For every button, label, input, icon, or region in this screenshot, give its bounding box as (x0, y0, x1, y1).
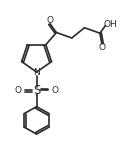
Text: O: O (99, 43, 106, 52)
Text: O: O (51, 86, 58, 95)
Text: O: O (46, 16, 53, 25)
Text: O: O (15, 86, 22, 95)
Text: OH: OH (103, 20, 117, 29)
Text: N: N (33, 68, 40, 77)
Text: S: S (33, 84, 40, 97)
